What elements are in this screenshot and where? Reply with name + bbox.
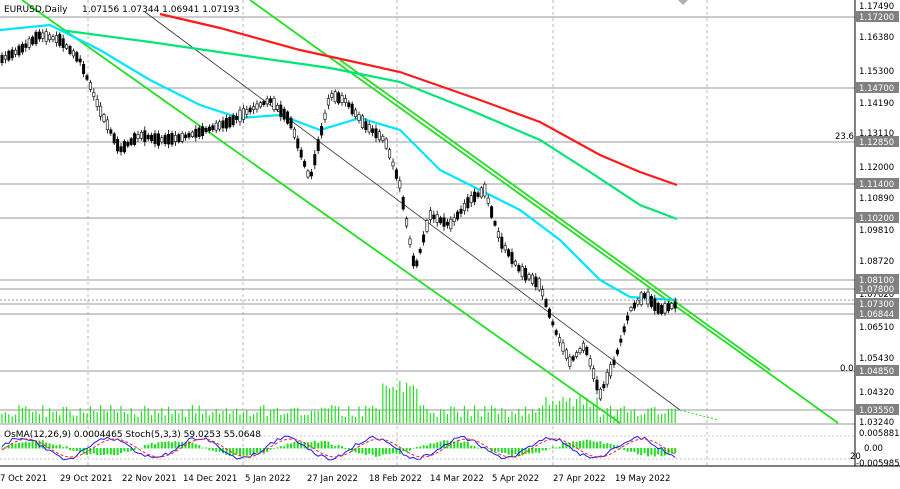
channel-lower-line[interactable] <box>21 0 621 424</box>
level-tag: 1.06844 <box>859 310 894 320</box>
osma-histogram <box>1 439 677 457</box>
level-tag: 1.04850 <box>859 367 894 377</box>
trend-line[interactable] <box>144 11 681 411</box>
price-tick: 1.10890 <box>859 194 894 204</box>
indicator-axis-label: 0.00 <box>864 444 883 454</box>
level-tag: 1.10200 <box>859 214 894 224</box>
level-tag: 1.17200 <box>859 13 894 23</box>
price-axis-top: 1.17490 <box>859 2 894 12</box>
level-tag: 1.08100 <box>859 276 894 286</box>
chart-title-symbol: EURUSD,Daily <box>4 5 68 15</box>
indicator-title: OsMA(12,26,9) 0.0004465 Stoch(5,3,3) 59.… <box>4 430 261 440</box>
ma-fast-line[interactable] <box>0 23 678 302</box>
indicator-axis-label: 0.0058815 <box>859 429 900 439</box>
level-tag: 1.07300 <box>859 300 894 310</box>
time-label: 29 Oct 2021 <box>60 474 113 484</box>
indicator-axis-label: 20 <box>850 452 861 462</box>
time-label: 5 Jan 2022 <box>245 474 291 484</box>
fib-label-23-6: 23.6 <box>835 132 854 142</box>
time-label: 27 Jan 2022 <box>307 474 358 484</box>
time-label: 19 May 2022 <box>615 474 670 484</box>
chart-ohlc-values: 1.07156 1.07344 1.06941 1.07193 <box>82 5 239 15</box>
time-label: 27 Apr 2022 <box>553 474 606 484</box>
price-tick: 1.04320 <box>859 388 894 398</box>
price-tick: 1.05430 <box>859 354 894 364</box>
price-tick: 1.03240 <box>859 418 894 428</box>
ma-slow-line[interactable] <box>159 12 678 187</box>
price-tick: 1.13110 <box>859 129 894 139</box>
time-label: 5 Apr 2022 <box>492 474 539 484</box>
price-axis: 1.17490 1.16380 1.15300 1.14190 1.13110 … <box>850 2 900 469</box>
chart-shift-marker-icon[interactable] <box>678 0 688 5</box>
fib-label-0-0: 0.0 <box>840 364 854 374</box>
volume-histogram <box>1 380 676 423</box>
time-axis: 7 Oct 2021 29 Oct 2021 22 Nov 2021 14 De… <box>0 474 670 484</box>
level-tag: 1.14700 <box>859 84 894 94</box>
channel-mid-line[interactable] <box>339 59 771 371</box>
time-label: 22 Nov 2021 <box>122 474 176 484</box>
time-label: 14 Mar 2022 <box>430 474 484 484</box>
price-tick: 1.06510 <box>859 323 894 333</box>
price-tick: 1.07620 <box>859 290 894 300</box>
price-tick: 1.08720 <box>859 257 894 267</box>
price-tick: 1.12000 <box>859 163 894 173</box>
level-tag: 1.07800 <box>859 285 894 295</box>
price-tick: 1.16380 <box>859 33 894 43</box>
indicator-axis-label: -0.005985 <box>856 459 900 469</box>
ma-mid-line[interactable] <box>59 28 678 221</box>
time-label: 18 Feb 2022 <box>369 474 422 484</box>
time-label: 14 Dec 2021 <box>183 474 237 484</box>
price-tick: 1.09810 <box>859 226 894 236</box>
candlesticks[interactable] <box>0 28 677 401</box>
level-tag: 1.12850 <box>859 138 894 148</box>
time-label: 7 Oct 2021 <box>0 474 47 484</box>
level-tag: 1.03550 <box>859 406 894 416</box>
stochastic-main-line[interactable] <box>1 435 676 461</box>
level-tag: 1.11400 <box>859 180 894 190</box>
price-tick: 1.14190 <box>859 99 894 109</box>
price-tick: 1.15300 <box>859 67 894 77</box>
